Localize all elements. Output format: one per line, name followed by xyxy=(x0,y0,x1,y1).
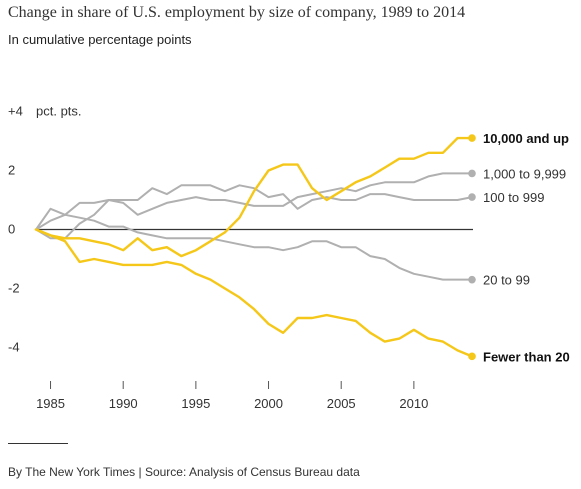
y-tick-label: -4 xyxy=(8,340,20,355)
series-line xyxy=(34,228,474,358)
y-tick-label: -2 xyxy=(8,281,20,296)
x-tick-label: 1995 xyxy=(181,396,210,411)
y-tick-label: 2 xyxy=(8,163,15,178)
x-tick-label: 1985 xyxy=(36,396,65,411)
axis-layer: +4 pct. pts. 2 0 -2 -4 1985 1990 1995 2000 2005 201… xyxy=(8,104,473,411)
chart-subtitle: In cumulative percentage points xyxy=(8,32,192,47)
y-tick-label: 0 xyxy=(8,222,15,237)
series-end-point xyxy=(468,352,476,361)
series-label: 100 to 999 xyxy=(483,190,544,205)
series-line xyxy=(35,184,473,231)
series-label: Fewer than 20 xyxy=(483,349,570,364)
chart-title: Change in share of U.S. employment by si… xyxy=(8,4,466,21)
source-note: By The New York Times | Source: Analysis… xyxy=(8,465,360,479)
x-tick-label: 2005 xyxy=(327,396,356,411)
series-end-point xyxy=(468,193,476,201)
y-unit-label: pct. pts. xyxy=(36,104,82,119)
series-end-point xyxy=(468,134,476,142)
series-lines xyxy=(34,134,476,361)
line-chart: +4 pct. pts. 2 0 -2 -4 1985 1990 1995 2000 2005 201… xyxy=(8,104,570,412)
x-tick-label: 1990 xyxy=(109,396,138,411)
series-line xyxy=(34,136,474,258)
series-label: 1,000 to 9,999 xyxy=(483,166,566,181)
x-tick-label: 2010 xyxy=(399,396,428,411)
x-tick-label: 2000 xyxy=(254,396,283,411)
series-end-point xyxy=(468,275,476,284)
series-line xyxy=(35,172,473,240)
footer-divider xyxy=(8,443,68,444)
series-label: 10,000 and up xyxy=(483,131,569,146)
series-end-point xyxy=(468,169,476,178)
series-labels: 10,000 and up 1,000 to 9,999 100 to 999 20 … xyxy=(483,131,570,364)
y-tick-label: +4 xyxy=(8,104,23,119)
series-line xyxy=(35,213,473,281)
series-label: 20 to 99 xyxy=(483,273,530,288)
